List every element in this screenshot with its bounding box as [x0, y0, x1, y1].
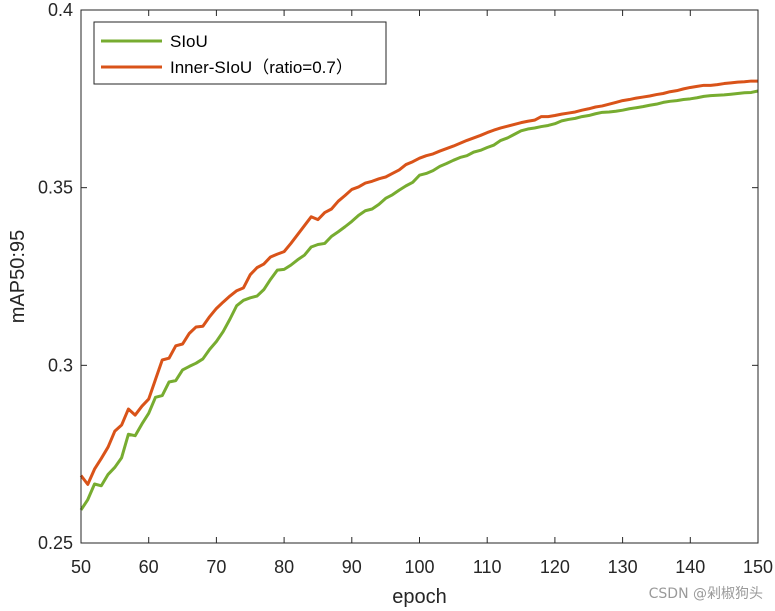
y-tick-label: 0.25: [38, 533, 73, 553]
x-tick-label: 120: [540, 557, 570, 577]
x-axis-title: epoch: [392, 586, 447, 608]
series-layer: [79, 79, 759, 511]
x-tick-label: 70: [206, 557, 226, 577]
x-tick-label: 130: [608, 557, 638, 577]
x-tick-label: 50: [71, 557, 91, 577]
legend-label-siou: SIoU: [170, 32, 208, 51]
legend-label-inner-siou: Inner-SIoU（ratio=0.7）: [170, 58, 353, 77]
legend-box: [93, 21, 387, 85]
x-tick-label: 140: [675, 557, 705, 577]
series-line-0: [79, 89, 759, 511]
y-tick-label: 0.3: [48, 355, 73, 375]
x-axis: 50 60 70 80 90 100 110 120 130 140 150: [71, 10, 773, 577]
series-line-1: [79, 79, 758, 486]
x-tick-label: 90: [342, 557, 362, 577]
y-tick-label: 0.35: [38, 178, 73, 198]
x-tick-label: 150: [743, 557, 773, 577]
x-tick-label: 110: [473, 557, 502, 577]
x-tick-label: 80: [274, 557, 294, 577]
legend: SIoU Inner-SIoU（ratio=0.7）: [93, 21, 387, 85]
x-tick-label: 100: [404, 557, 434, 577]
y-axis: 0.25 0.3 0.35 0.4: [38, 0, 758, 553]
watermark: CSDN @剁椒狗头: [648, 586, 763, 602]
y-tick-label: 0.4: [48, 0, 73, 20]
plot-area: [81, 10, 758, 543]
x-tick-label: 60: [139, 557, 159, 577]
y-axis-title: mAP50:95: [7, 230, 29, 323]
